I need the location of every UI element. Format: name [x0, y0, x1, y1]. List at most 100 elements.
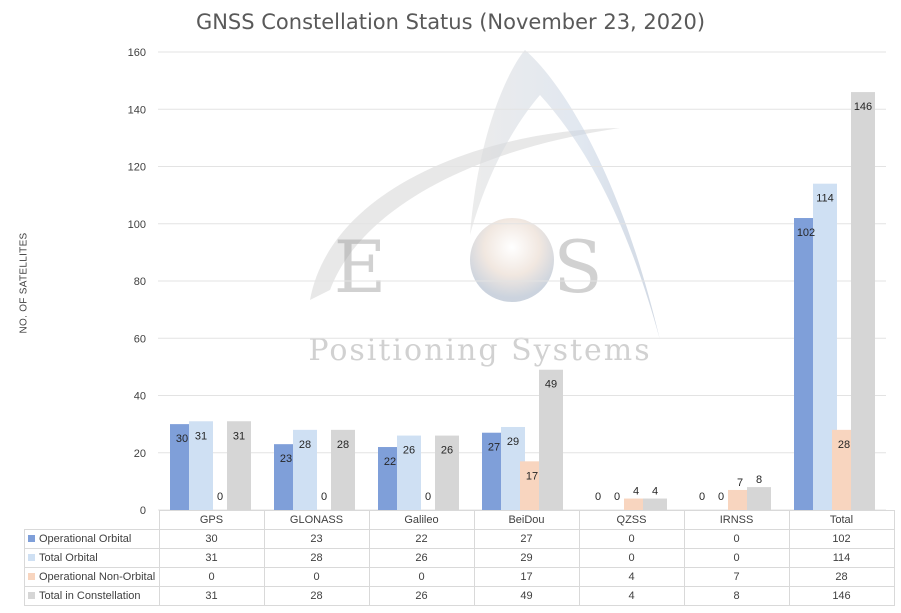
table-cell: 28	[263, 586, 370, 606]
bar-total-3	[851, 92, 875, 510]
data-label: 0	[217, 491, 223, 503]
table-col-header: IRNSS	[683, 510, 790, 530]
data-label: 27	[488, 442, 500, 454]
data-label: 30	[176, 433, 188, 445]
bar-qzss-2	[624, 498, 648, 510]
data-label: 49	[545, 379, 557, 391]
table-row: Total Orbital 31 28 26 29 0 0 114	[24, 548, 895, 568]
bar-irnss-3	[747, 487, 771, 510]
bar-galileo-3	[435, 435, 459, 510]
y-tick-label: 20	[134, 448, 146, 460]
table-col-header: BeiDou	[473, 510, 580, 530]
table-col-header: GLONASS	[263, 510, 370, 530]
table-cell: 29	[473, 548, 580, 568]
table-cell: 146	[788, 586, 895, 606]
table-cell: 8	[683, 586, 790, 606]
table-cell: 23	[263, 529, 370, 549]
data-label: 4	[652, 486, 658, 498]
bar-beidou-3	[539, 369, 563, 510]
table-cell: 28	[263, 548, 370, 568]
chart-title: GNSS Constellation Status (November 23, …	[195, 10, 706, 34]
data-label: 26	[441, 445, 453, 457]
bar-galileo-1	[397, 435, 421, 510]
table-cell: 0	[368, 567, 475, 587]
table-cell: 114	[788, 548, 895, 568]
table-col-header: GPS	[158, 510, 265, 530]
data-table: GPS GLONASS Galileo BeiDou QZSS IRNSS Total Op…	[24, 510, 895, 606]
legend-label: Operational Orbital	[39, 533, 132, 545]
table-cell: 0	[263, 567, 370, 587]
legend-entry: Operational Orbital	[24, 529, 160, 549]
data-label: 114	[816, 193, 834, 205]
table-header-row: GPS GLONASS Galileo BeiDou QZSS IRNSS Total	[24, 510, 895, 530]
data-labels: 30 31 0 31 23 28 0 28 22 26 0 26 27 29 17 49 0 0 4 4 0 0 7 8 102…	[176, 101, 872, 503]
y-tick-label: 60	[134, 333, 146, 345]
data-label: 28	[838, 439, 850, 451]
data-label: 0	[718, 491, 724, 503]
table-cell: 22	[368, 529, 475, 549]
data-label: 102	[797, 227, 815, 239]
table-cell: 27	[473, 529, 580, 549]
bar-irnss-2	[728, 489, 752, 510]
table-cell: 17	[473, 567, 580, 587]
table-col-header: Galileo	[368, 510, 475, 530]
data-label: 31	[195, 430, 207, 442]
legend-swatch	[28, 535, 35, 542]
data-label: 28	[337, 439, 349, 451]
data-label: 146	[854, 101, 872, 113]
data-label: 4	[633, 486, 639, 498]
table-col-header: Total	[788, 510, 895, 530]
bar-glonass-1	[293, 429, 317, 510]
data-label: 0	[614, 491, 620, 503]
table-row: Operational Non-Orbital 0 0 0 17 4 7 28	[24, 567, 895, 587]
data-label: 28	[299, 439, 311, 451]
data-label: 26	[403, 445, 415, 457]
y-tick-label: 100	[128, 219, 146, 231]
legend-swatch	[28, 573, 35, 580]
table-cell: 0	[578, 548, 685, 568]
data-label: 7	[737, 477, 743, 489]
bars	[170, 92, 875, 511]
data-label: 22	[384, 456, 396, 468]
table-corner	[24, 510, 160, 530]
table-cell: 0	[158, 567, 265, 587]
legend-entry: Total Orbital	[24, 548, 160, 568]
table-cell: 26	[368, 548, 475, 568]
y-tick-label: 40	[134, 391, 146, 403]
data-label: 0	[699, 491, 705, 503]
table-cell: 31	[158, 548, 265, 568]
bar-qzss-3	[643, 498, 667, 510]
bar-gps-1	[189, 421, 213, 510]
y-tick-label: 140	[128, 104, 146, 116]
legend-entry: Total in Constellation	[24, 586, 160, 606]
table-cell: 30	[158, 529, 265, 549]
bar-glonass-3	[331, 429, 355, 510]
table-row: Total in Constellation 31 28 26 49 4 8 146	[24, 586, 895, 606]
data-label: 29	[507, 436, 519, 448]
data-label: 23	[280, 453, 292, 465]
legend-swatch	[28, 592, 35, 599]
y-tick-label: 80	[134, 276, 146, 288]
table-cell: 102	[788, 529, 895, 549]
data-label: 0	[425, 491, 431, 503]
table-cell: 49	[473, 586, 580, 606]
table-cell: 7	[683, 567, 790, 587]
table-cell: 0	[683, 529, 790, 549]
data-label: 0	[321, 491, 327, 503]
y-tick-label: 120	[128, 162, 146, 174]
data-label: 0	[595, 491, 601, 503]
legend-label: Total Orbital	[39, 552, 98, 564]
legend-swatch	[28, 554, 35, 561]
legend-entry: Operational Non-Orbital	[24, 567, 160, 587]
table-col-header: QZSS	[578, 510, 685, 530]
table-cell: 0	[683, 548, 790, 568]
data-label: 31	[233, 430, 245, 442]
table-cell: 26	[368, 586, 475, 606]
data-label: 8	[756, 474, 762, 486]
bar-gps-3	[227, 421, 251, 510]
data-label: 17	[526, 470, 538, 482]
table-row: Operational Orbital 30 23 22 27 0 0 102	[24, 529, 895, 549]
y-tick-label: 160	[128, 47, 146, 59]
